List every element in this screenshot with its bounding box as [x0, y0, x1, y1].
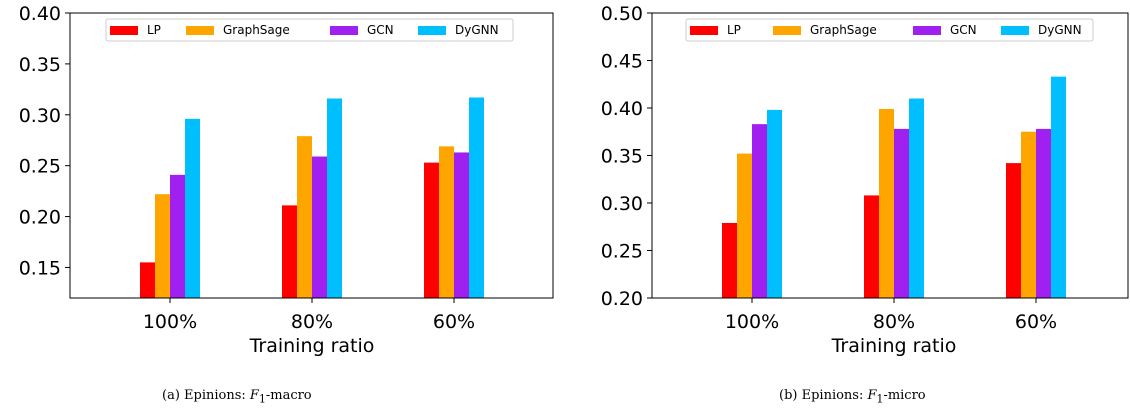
bar-graphsage-2: [439, 146, 454, 298]
y-tick-label: 0.30: [19, 105, 61, 127]
caption-b: (b) Epinions: F1-micro: [779, 388, 926, 406]
legend: LP GraphSage GCN DyGNN: [685, 18, 1094, 42]
y-tick-label: 0.15: [19, 257, 61, 279]
x-axis-label: Training ratio: [831, 335, 957, 357]
bar-graphsage-0: [737, 153, 752, 298]
chart-0: 0.15 0.20 0.25 0.30 0.35 0.40 100% 80% 60% Traini…: [19, 3, 554, 357]
bar-lp-2: [1006, 163, 1021, 298]
legend-label-gcn: GCN: [367, 23, 394, 37]
legend-swatch-gcn: [913, 26, 941, 35]
y-tick-label: 0.20: [601, 288, 643, 310]
y-tick-label: 0.50: [601, 3, 643, 25]
x-tick-label: 60%: [1015, 311, 1057, 333]
bar-lp-0: [140, 262, 155, 298]
bar-dygnn-2: [469, 97, 484, 298]
x-tick-label: 80%: [873, 311, 915, 333]
y-tick-label: 0.35: [601, 146, 643, 168]
caption-b-sub: 1: [876, 392, 884, 406]
legend-swatch-graphsage: [773, 26, 801, 35]
caption-a-metric: F: [249, 388, 259, 403]
legend-box: [685, 18, 1094, 42]
bar-lp-1: [282, 205, 297, 298]
caption-b-metric: F: [867, 388, 877, 403]
caption-a-sub: 1: [258, 392, 266, 406]
bar-graphsage-1: [297, 136, 312, 298]
caption-b-prefix: (b) Epinions:: [779, 388, 864, 403]
bar-lp-2: [424, 162, 439, 298]
caption-b-suffix: -micro: [883, 388, 926, 403]
bar-gcn-0: [170, 174, 185, 298]
legend-swatch-gcn: [330, 26, 358, 35]
caption-a-suffix: -macro: [265, 388, 312, 403]
legend-label-dygnn: DyGNN: [1038, 23, 1082, 37]
x-tick-label: 80%: [291, 311, 333, 333]
bar-gcn-2: [454, 152, 469, 298]
bar-gcn-1: [312, 156, 327, 298]
y-tick-label: 0.45: [601, 51, 643, 73]
caption-a-prefix: (a) Epinions:: [162, 388, 246, 403]
legend-swatch-dygnn: [1001, 26, 1029, 35]
chart-1: 0.20 0.25 0.30 0.35 0.40 0.45 0.50 100% 80% 60% Tr…: [601, 3, 1129, 357]
legend-label-lp: LP: [147, 23, 161, 37]
caption-a: (a) Epinions: F1-macro: [162, 388, 312, 406]
y-tick-label: 0.25: [601, 241, 643, 263]
bar-graphsage-0: [155, 194, 170, 298]
legend-label-graphsage: GraphSage: [810, 23, 877, 37]
legend-box: [105, 18, 514, 42]
x-tick-label: 100%: [725, 311, 779, 333]
bar-lp-1: [864, 195, 879, 298]
legend-label-graphsage: GraphSage: [223, 23, 290, 37]
y-tick-label: 0.30: [601, 193, 643, 215]
bar-dygnn-0: [185, 118, 200, 298]
x-tick-label: 100%: [143, 311, 197, 333]
bar-graphsage-2: [1021, 131, 1036, 298]
legend-label-dygnn: DyGNN: [455, 23, 499, 37]
legend-label-lp: LP: [727, 23, 741, 37]
y-tick-label: 0.40: [19, 3, 61, 25]
bar-dygnn-1: [327, 98, 342, 298]
bar-gcn-1: [894, 128, 909, 298]
x-tick-label: 60%: [433, 311, 475, 333]
legend: LP GraphSage GCN DyGNN: [105, 18, 514, 42]
bar-lp-0: [722, 222, 737, 298]
bar-gcn-2: [1036, 128, 1051, 298]
y-tick-label: 0.25: [19, 156, 61, 178]
y-tick-label: 0.35: [19, 54, 61, 76]
x-axis-label: Training ratio: [249, 335, 375, 357]
legend-swatch-dygnn: [418, 26, 446, 35]
bar-dygnn-1: [909, 98, 924, 298]
bar-dygnn-2: [1051, 76, 1066, 299]
bar-gcn-0: [752, 124, 767, 299]
legend-swatch-graphsage: [186, 26, 214, 35]
bar-dygnn-0: [767, 109, 782, 299]
legend-label-gcn: GCN: [950, 23, 977, 37]
bar-graphsage-1: [879, 108, 894, 298]
y-tick-label: 0.40: [601, 98, 643, 120]
legend-swatch-lp: [110, 26, 138, 35]
y-tick-label: 0.20: [19, 207, 61, 229]
legend-swatch-lp: [690, 26, 718, 35]
